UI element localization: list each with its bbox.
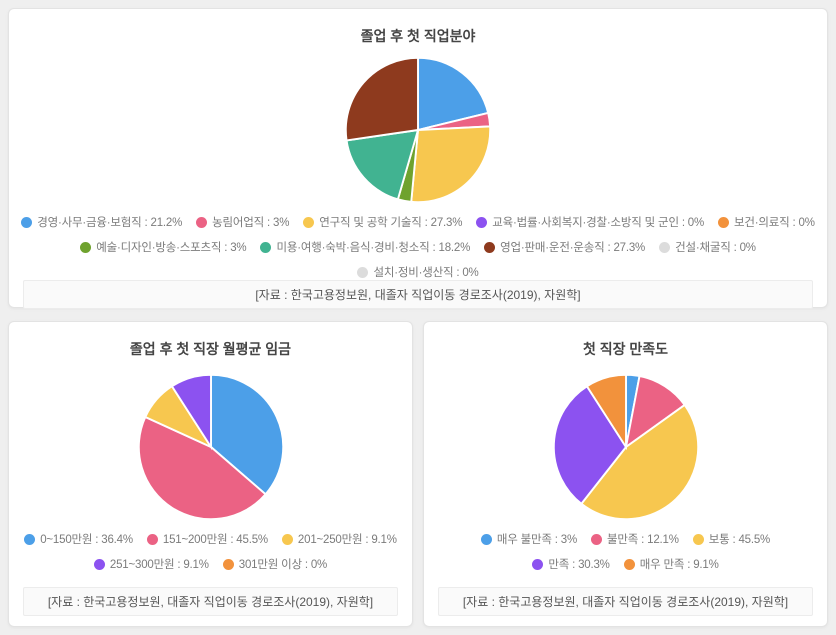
legend-item[interactable]: 연구직 및 공학 기술직 : 27.3% bbox=[303, 214, 462, 230]
legend-label: 불만족 : 12.1% bbox=[607, 534, 679, 546]
legend-label: 경영·사무·금융·보험직 : 21.2% bbox=[37, 217, 183, 229]
legend-color-dot bbox=[93, 558, 105, 570]
legend-label: 농림어업직 : 3% bbox=[212, 217, 290, 229]
pie-slice[interactable] bbox=[209, 373, 284, 496]
chart-title-first-job-satisfaction: 첫 직장 만족도 bbox=[582, 341, 669, 357]
legend-color-dot bbox=[623, 558, 635, 570]
legend-color-dot bbox=[692, 533, 704, 545]
card-first-job-satisfaction: 첫 직장 만족도 매우 불만족 : 3% 불만족 : 12.1% 보통 : 45.5… bbox=[423, 321, 828, 627]
legend-label: 건설·채굴직 : 0% bbox=[675, 242, 756, 254]
legend-label: 만족 : 30.3% bbox=[548, 559, 610, 571]
pie-chart-first-job-wage[interactable] bbox=[135, 371, 287, 523]
chart-title-first-job-field: 졸업 후 첫 직업분야 bbox=[360, 28, 476, 44]
legend-first-job-field: 경영·사무·금융·보험직 : 21.2% 농림어업직 : 3% 연구직 및 공학 기… bbox=[9, 214, 827, 280]
chart-title-first-job-wage: 졸업 후 첫 직장 월평균 임금 bbox=[129, 341, 292, 357]
legend-item[interactable]: 매우 불만족 : 3% bbox=[480, 531, 577, 547]
pie-slice[interactable] bbox=[170, 373, 212, 451]
legend-label: 301만원 이상 : 0% bbox=[238, 559, 328, 571]
legend-color-dot bbox=[222, 558, 234, 570]
legend-item[interactable]: 201~250만원 : 9.1% bbox=[281, 531, 397, 547]
card-first-job-wage: 졸업 후 첫 직장 월평균 임금 0~150만원 : 36.4% 151~200만… bbox=[8, 321, 413, 627]
legend-item[interactable]: 만족 : 30.3% bbox=[532, 556, 610, 572]
legend-item[interactable]: 보통 : 45.5% bbox=[692, 531, 771, 547]
legend-color-dot bbox=[480, 533, 492, 545]
pie-slice[interactable] bbox=[417, 56, 490, 132]
legend-item[interactable]: 보건·의료직 : 0% bbox=[718, 214, 815, 230]
legend-first-job-satisfaction: 매우 불만족 : 3% 불만족 : 12.1% 보통 : 45.5% 만족 : 30.… bbox=[424, 531, 827, 572]
pie-slice[interactable] bbox=[410, 125, 492, 204]
legend-color-dot bbox=[303, 216, 315, 228]
legend-first-job-wage: 0~150만원 : 36.4% 151~200만원 : 45.5% 201~250만… bbox=[9, 531, 412, 572]
legend-color-dot bbox=[21, 216, 33, 228]
pie-slice[interactable] bbox=[137, 415, 267, 521]
legend-item[interactable]: 0~150만원 : 36.4% bbox=[24, 531, 133, 547]
legend-label: 영업·판매·운전·운송직 : 27.3% bbox=[500, 242, 646, 254]
legend-label: 교육·법률·사회복지·경찰·소방직 및 군인 : 0% bbox=[492, 217, 705, 229]
source-note: [자료 : 한국고용정보원, 대졸자 직업이동 경로조사(2019), 자원학] bbox=[23, 280, 813, 309]
pie-slice[interactable] bbox=[552, 384, 627, 506]
pie-chart-first-job-satisfaction[interactable] bbox=[550, 371, 702, 523]
legend-label: 매우 불만족 : 3% bbox=[496, 534, 577, 546]
source-note: [자료 : 한국고용정보원, 대졸자 직업이동 경로조사(2019), 자원학] bbox=[23, 587, 398, 616]
legend-color-dot bbox=[532, 558, 544, 570]
legend-item[interactable]: 151~200만원 : 45.5% bbox=[146, 531, 268, 547]
legend-item[interactable]: 301만원 이상 : 0% bbox=[222, 556, 328, 572]
legend-label: 미용·여행·숙박·음식·경비·청소직 : 18.2% bbox=[276, 242, 471, 254]
legend-color-dot bbox=[146, 533, 158, 545]
legend-color-dot bbox=[196, 216, 208, 228]
legend-label: 151~200만원 : 45.5% bbox=[162, 534, 268, 546]
legend-color-dot bbox=[718, 216, 730, 228]
legend-item[interactable]: 미용·여행·숙박·음식·경비·청소직 : 18.2% bbox=[260, 239, 470, 255]
legend-label: 251~300만원 : 9.1% bbox=[109, 559, 209, 571]
legend-color-dot bbox=[484, 241, 496, 253]
legend-label: 보건·의료직 : 0% bbox=[734, 217, 815, 229]
legend-label: 0~150만원 : 36.4% bbox=[40, 534, 133, 546]
legend-item[interactable]: 예술·디자인·방송·스포츠직 : 3% bbox=[80, 239, 247, 255]
legend-color-dot bbox=[659, 241, 671, 253]
legend-label: 보통 : 45.5% bbox=[708, 534, 771, 546]
pie-slice[interactable] bbox=[345, 128, 420, 201]
legend-label: 설치·정비·생산직 : 0% bbox=[373, 267, 479, 279]
legend-label: 연구직 및 공학 기술직 : 27.3% bbox=[319, 217, 463, 229]
legend-item[interactable]: 251~300만원 : 9.1% bbox=[93, 556, 209, 572]
legend-color-dot bbox=[591, 533, 602, 545]
legend-item[interactable]: 불만족 : 12.1% bbox=[591, 531, 679, 547]
pie-slice[interactable] bbox=[585, 373, 627, 451]
pie-slice[interactable] bbox=[344, 56, 419, 142]
legend-item[interactable]: 교육·법률·사회복지·경찰·소방직 및 군인 : 0% bbox=[476, 214, 704, 230]
legend-label: 매우 만족 : 9.1% bbox=[639, 559, 719, 571]
legend-label: 201~250만원 : 9.1% bbox=[297, 534, 397, 546]
legend-color-dot bbox=[281, 533, 293, 545]
legend-color-dot bbox=[80, 241, 92, 253]
pie-slice[interactable] bbox=[579, 403, 699, 521]
card-first-job-field: 졸업 후 첫 직업분야 경영·사무·금융·보험직 : 21.2% 농림어업직 : … bbox=[8, 8, 828, 309]
pie-chart-first-job-field[interactable] bbox=[342, 54, 494, 206]
legend-color-dot bbox=[260, 241, 272, 253]
legend-color-dot bbox=[357, 266, 369, 278]
legend-label: 예술·디자인·방송·스포츠직 : 3% bbox=[96, 242, 247, 254]
bottom-row: 졸업 후 첫 직장 월평균 임금 0~150만원 : 36.4% 151~200만… bbox=[8, 321, 828, 627]
legend-color-dot bbox=[476, 216, 488, 228]
legend-item[interactable]: 설치·정비·생산직 : 0% bbox=[357, 264, 479, 280]
legend-item[interactable]: 매우 만족 : 9.1% bbox=[623, 556, 719, 572]
legend-item[interactable]: 경영·사무·금융·보험직 : 21.2% bbox=[21, 214, 182, 230]
legend-color-dot bbox=[24, 533, 36, 545]
legend-item[interactable]: 영업·판매·운전·운송직 : 27.3% bbox=[484, 239, 645, 255]
legend-item[interactable]: 농림어업직 : 3% bbox=[196, 214, 289, 230]
legend-item[interactable]: 건설·채굴직 : 0% bbox=[659, 239, 756, 255]
source-note: [자료 : 한국고용정보원, 대졸자 직업이동 경로조사(2019), 자원학] bbox=[438, 587, 813, 616]
